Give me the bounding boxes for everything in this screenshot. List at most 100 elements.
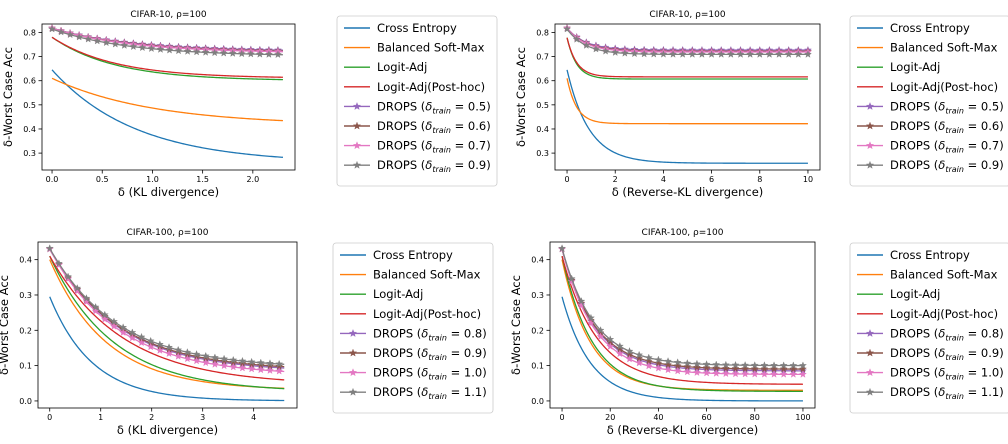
data-point-marker	[615, 342, 624, 350]
data-point-marker	[683, 367, 692, 376]
legend-label: Logit-Adj	[373, 287, 423, 301]
data-point-marker	[596, 332, 605, 341]
data-point-marker	[91, 302, 100, 311]
data-point-marker	[165, 343, 173, 351]
legend-label: DROPS (δtrain = 0.7)	[890, 139, 1004, 155]
data-point-marker	[238, 363, 247, 372]
data-point-marker	[798, 361, 807, 369]
data-point-marker	[100, 315, 109, 323]
legend-marker	[865, 160, 875, 169]
data-point-marker	[275, 359, 284, 368]
data-point-marker	[183, 354, 192, 363]
data-point-marker	[654, 364, 663, 372]
legend-label: DROPS (δtrain = 0.6)	[377, 119, 491, 135]
data-point-marker	[673, 358, 682, 366]
legend-label: Logit-Adj(Post-hoc)	[377, 80, 485, 94]
y-tick-label: 0.5	[536, 101, 549, 110]
data-point-marker	[659, 50, 668, 58]
data-point-marker	[717, 50, 726, 58]
chart-title: CIFAR-100, ρ=100	[127, 228, 209, 238]
legend-marker	[865, 141, 875, 150]
x-tick-label: 40	[653, 413, 663, 422]
legend-label: Logit-Adj(Post-hoc)	[373, 307, 481, 321]
series-line-la	[51, 36, 283, 81]
data-point-marker	[712, 369, 721, 377]
y-tick-label: 0.2	[531, 326, 544, 335]
data-point-marker	[210, 48, 219, 57]
x-tick-label: 6	[709, 175, 714, 184]
y-tick-label: 0.6	[536, 77, 549, 86]
data-point-marker	[726, 50, 735, 58]
data-point-marker	[586, 313, 595, 322]
data-point-marker	[741, 361, 750, 369]
x-tick-label: 0	[47, 413, 52, 422]
data-point-marker	[692, 368, 701, 376]
y-tick-label: 0.3	[531, 291, 544, 300]
data-point-marker	[702, 368, 711, 377]
legend-label: DROPS (δtrain = 1.0)	[890, 366, 1004, 382]
data-point-marker	[794, 50, 803, 58]
data-point-marker	[238, 356, 247, 365]
data-point-marker	[572, 35, 581, 43]
legend-label: Logit-Adj	[890, 287, 940, 301]
data-point-marker	[567, 277, 576, 285]
data-point-marker	[731, 369, 740, 378]
data-point-marker	[264, 50, 273, 58]
y-tick-label: 0.4	[531, 256, 544, 265]
data-point-marker	[615, 349, 624, 358]
data-point-marker	[246, 49, 255, 58]
data-point-marker	[563, 24, 572, 33]
legend-label: Logit-Adj	[890, 60, 940, 74]
series-group	[563, 24, 812, 164]
data-point-marker	[137, 332, 146, 341]
x-tick-label: 60	[701, 413, 711, 422]
data-point-marker	[174, 352, 183, 360]
legend-marker	[352, 160, 362, 169]
y-tick-label: 0.6	[23, 77, 36, 86]
legend-marker	[865, 329, 875, 337]
data-point-marker	[770, 370, 779, 378]
y-tick-label: 0.3	[19, 291, 32, 300]
axes-frame	[37, 241, 298, 409]
y-tick-label: 0.4	[23, 125, 36, 134]
data-point-marker	[779, 370, 788, 378]
axes-frame	[41, 23, 296, 171]
data-point-marker	[577, 301, 586, 310]
data-point-marker	[247, 364, 256, 373]
data-point-marker	[721, 369, 730, 378]
data-point-marker	[582, 41, 591, 49]
legend: Cross Entropy Balanced Soft-Max Logit-Adj L…	[849, 15, 1008, 187]
series-group	[48, 24, 283, 158]
x-axis-label: δ (Reverse-KL divergence)	[612, 185, 764, 199]
data-point-marker	[57, 27, 66, 36]
data-point-marker	[45, 244, 54, 252]
data-point-marker	[736, 50, 745, 58]
panel-3: CIFAR-100, ρ=100 0 1 2 3 4 0.0 0.1 0.2 0.3 0.4 δ (K…	[0, 228, 494, 437]
data-point-marker	[129, 42, 138, 51]
legend-label: Logit-Adj	[377, 60, 427, 74]
data-point-marker	[746, 50, 755, 58]
data-point-marker	[165, 349, 173, 358]
data-point-marker	[789, 370, 798, 378]
data-point-marker	[750, 369, 759, 378]
data-point-marker	[247, 357, 256, 366]
y-tick-label: 0.7	[23, 53, 36, 62]
data-point-marker	[630, 49, 639, 58]
data-point-marker	[765, 50, 774, 58]
data-point-marker	[64, 274, 73, 283]
data-point-marker	[75, 32, 84, 41]
legend-marker	[352, 121, 362, 130]
y-tick-label: 0.1	[19, 362, 32, 371]
y-tick-label: 0.7	[536, 53, 549, 62]
data-point-marker	[84, 34, 93, 43]
data-point-marker	[48, 24, 57, 33]
legend-box	[332, 242, 494, 414]
legend-marker	[865, 348, 875, 357]
series-line-drops-0.8	[561, 248, 803, 372]
y-axis-label: δ-Worst Case Acc	[509, 275, 523, 375]
x-tick-label: 4	[661, 175, 666, 184]
data-point-marker	[707, 50, 716, 58]
data-point-marker	[128, 333, 137, 342]
data-point-marker	[673, 366, 682, 375]
data-point-marker	[601, 47, 610, 55]
